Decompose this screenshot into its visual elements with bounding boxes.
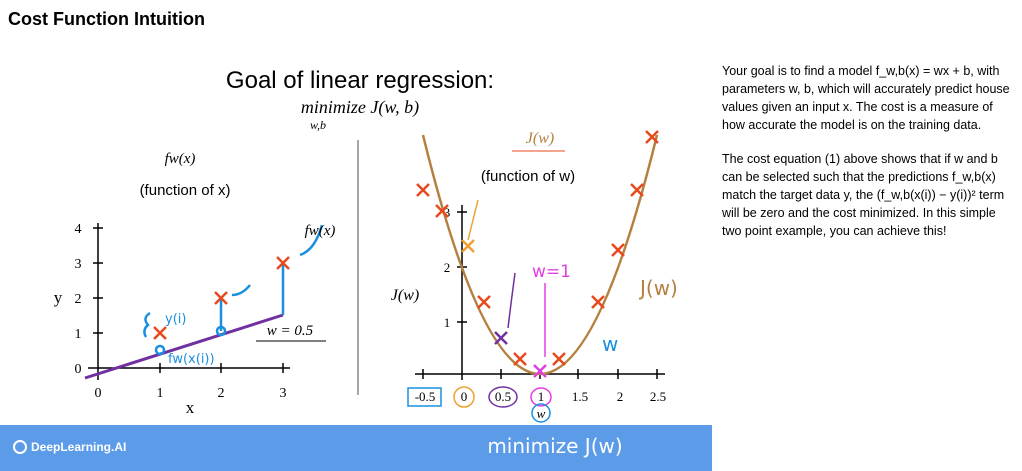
x-tick-label: 0 <box>95 386 102 401</box>
residuals <box>143 224 324 356</box>
plot-subtitle: (function of x) <box>140 182 231 199</box>
right-axes <box>415 205 665 380</box>
description: Your goal is to find a model f_w,b(x) = … <box>722 62 1014 256</box>
residual-label: y(i) <box>165 312 186 327</box>
y-tick-label: 2 <box>444 260 451 275</box>
cost-curve <box>421 134 659 376</box>
y-tick-label: 1 <box>75 327 82 342</box>
footer-note: minimize J(w) <box>487 434 622 458</box>
x-label: w <box>537 406 546 421</box>
arrow <box>507 272 516 329</box>
brand: DeepLearning.AI <box>31 440 126 454</box>
page-title: Cost Function Intuition <box>8 9 205 29</box>
cost-points <box>415 129 660 378</box>
x-label: x <box>186 398 195 417</box>
x-tick-label: 2.5 <box>650 389 666 404</box>
logo <box>13 440 27 454</box>
plot-label: J(w) <box>526 130 554 147</box>
w-note: w <box>602 332 618 356</box>
w-annotation: w=1 <box>532 262 571 282</box>
prediction-label: fw(x(i)) <box>168 352 215 367</box>
data-point <box>152 325 168 341</box>
paragraph: The cost equation (1) above shows that i… <box>722 152 1005 238</box>
x-tick-label: -0.5 <box>415 389 436 404</box>
line-annotation: fw(x) <box>305 223 336 239</box>
paragraph: Your goal is to find a model f_w,b(x) = … <box>722 64 1010 132</box>
x-tick-label: 2 <box>617 389 624 404</box>
slide-title: Goal of linear regression: <box>226 67 494 94</box>
slide: Goal of linear regression: minimize J(w,… <box>0 67 712 471</box>
left-ticks: 0 1 2 3 0 1 2 3 4 y x <box>54 222 287 417</box>
x-tick-label: 1.5 <box>572 389 588 404</box>
x-tick-label: 0 <box>461 389 468 404</box>
arrow <box>467 199 479 241</box>
right-ticks: -0.5 0 0.5 1 1.5 2 2.5 1 2 3 J(w) w <box>391 205 666 421</box>
plot-subtitle: (function of w) <box>481 168 575 185</box>
left-axes <box>88 223 290 380</box>
objective-sub: w,b <box>310 118 326 132</box>
curve-annotation: J(w) <box>638 276 678 300</box>
x-tick-label: 3 <box>280 386 287 401</box>
x-tick-label: 2 <box>218 386 225 401</box>
y-label: J(w) <box>391 287 419 304</box>
model-line <box>84 313 284 380</box>
x-tick-label: 0.5 <box>495 389 511 404</box>
y-label: y <box>54 288 63 307</box>
line-label: w = 0.5 <box>267 323 314 339</box>
y-tick-label: 3 <box>75 257 82 272</box>
y-tick-label: 4 <box>75 222 82 237</box>
x-tick-label: 1 <box>157 386 164 401</box>
x-tick-label: 1 <box>538 389 545 404</box>
y-tick-label: 0 <box>75 362 82 377</box>
objective: minimize J(w, b) <box>301 97 419 118</box>
y-tick-label: 2 <box>75 292 82 307</box>
y-tick-label: 1 <box>444 315 451 330</box>
plot-label: fw(x) <box>165 151 196 167</box>
tick-circles <box>407 386 552 423</box>
footer-band <box>0 425 712 471</box>
y-tick-label: 3 <box>444 205 451 220</box>
